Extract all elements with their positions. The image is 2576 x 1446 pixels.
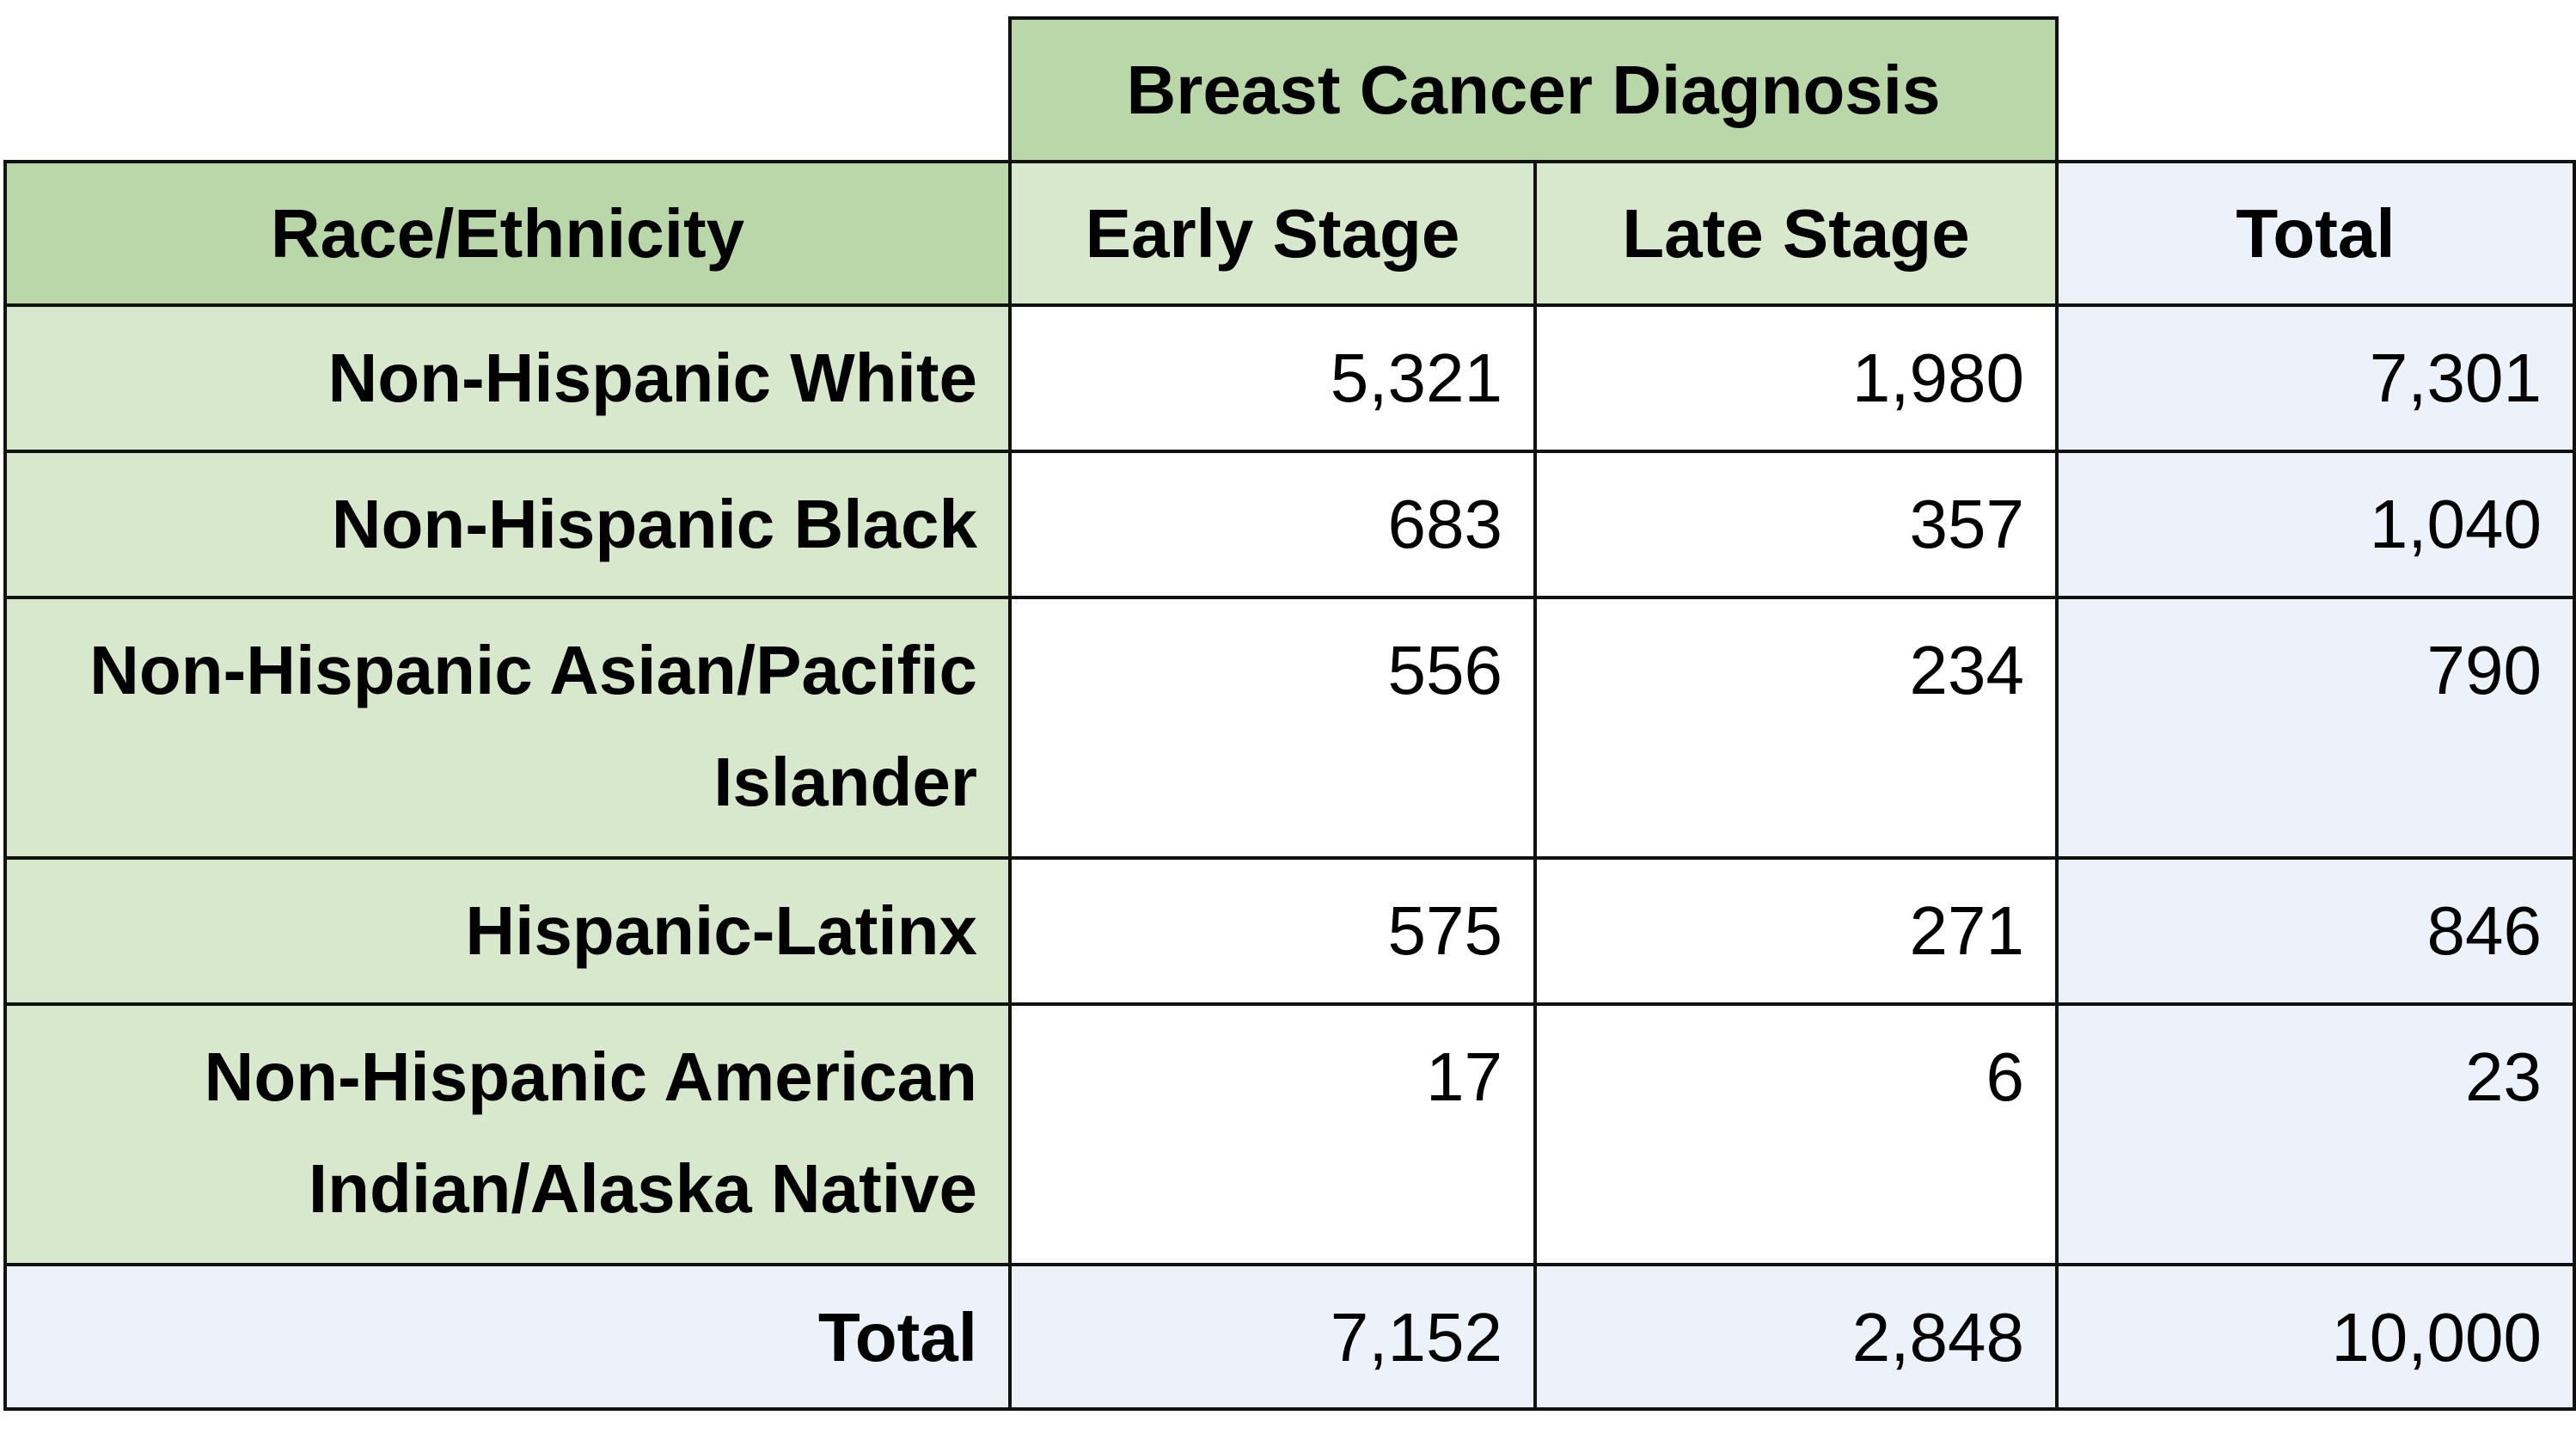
cell-value: 575 bbox=[1008, 856, 1537, 1006]
cell-value: 683 bbox=[1008, 450, 1537, 599]
cell-value: 790 bbox=[2055, 596, 2576, 860]
row-label: Hispanic-Latinx bbox=[3, 856, 1012, 1006]
data-row: Non-Hispanic Black 683 357 1,040 bbox=[3, 450, 2576, 599]
cell-value: 1,980 bbox=[1533, 303, 2059, 453]
data-row: Non-Hispanic American Indian/Alaska Nati… bbox=[3, 1002, 2576, 1266]
group-header: Breast Cancer Diagnosis bbox=[1008, 16, 2059, 163]
cell-value: 7,301 bbox=[2055, 303, 2576, 453]
column-header: Race/Ethnicity bbox=[3, 160, 1012, 307]
table-wrapper: Breast Cancer Diagnosis Race/Ethnicity Ear… bbox=[3, 16, 2576, 1411]
table-body: Breast Cancer Diagnosis Race/Ethnicity Ear… bbox=[3, 16, 2576, 1411]
column-header: Total bbox=[2055, 160, 2576, 307]
header-row: Race/Ethnicity Early Stage Late Stage Total bbox=[3, 160, 2576, 307]
data-row: Hispanic-Latinx 575 271 846 bbox=[3, 856, 2576, 1006]
cell-value: 5,321 bbox=[1008, 303, 1537, 453]
column-header: Late Stage bbox=[1533, 160, 2059, 307]
cell-value: 2,848 bbox=[1533, 1263, 2059, 1411]
cell-value: 6 bbox=[1533, 1002, 2059, 1266]
cell-value: 1,040 bbox=[2055, 450, 2576, 599]
total-row: Total 7,152 2,848 10,000 bbox=[3, 1263, 2576, 1411]
cell-value: 23 bbox=[2055, 1002, 2576, 1266]
cell-value: 846 bbox=[2055, 856, 2576, 1006]
cell-value: 234 bbox=[1533, 596, 2059, 860]
blank-cell bbox=[5, 18, 1010, 162]
cell-value: 271 bbox=[1533, 856, 2059, 1006]
row-label: Non-Hispanic Black bbox=[3, 450, 1012, 599]
cell-value: 10,000 bbox=[2055, 1263, 2576, 1411]
row-label: Non-Hispanic American Indian/Alaska Nati… bbox=[3, 1002, 1012, 1266]
row-label: Non-Hispanic Asian/Pacific Islander bbox=[3, 596, 1012, 860]
cell-value: 556 bbox=[1008, 596, 1537, 860]
data-table: Breast Cancer Diagnosis Race/Ethnicity Ear… bbox=[3, 16, 2576, 1411]
group-header-row: Breast Cancer Diagnosis bbox=[5, 16, 2574, 163]
row-label: Total bbox=[3, 1263, 1012, 1411]
row-label: Non-Hispanic White bbox=[3, 303, 1012, 453]
blank-cell bbox=[2057, 18, 2574, 162]
cell-value: 17 bbox=[1008, 1002, 1537, 1266]
cell-value: 7,152 bbox=[1008, 1263, 1537, 1411]
data-row: Non-Hispanic Asian/Pacific Islander 556 23… bbox=[3, 596, 2576, 860]
data-row: Non-Hispanic White 5,321 1,980 7,301 bbox=[3, 303, 2576, 453]
column-header: Early Stage bbox=[1008, 160, 1537, 307]
cell-value: 357 bbox=[1533, 450, 2059, 599]
